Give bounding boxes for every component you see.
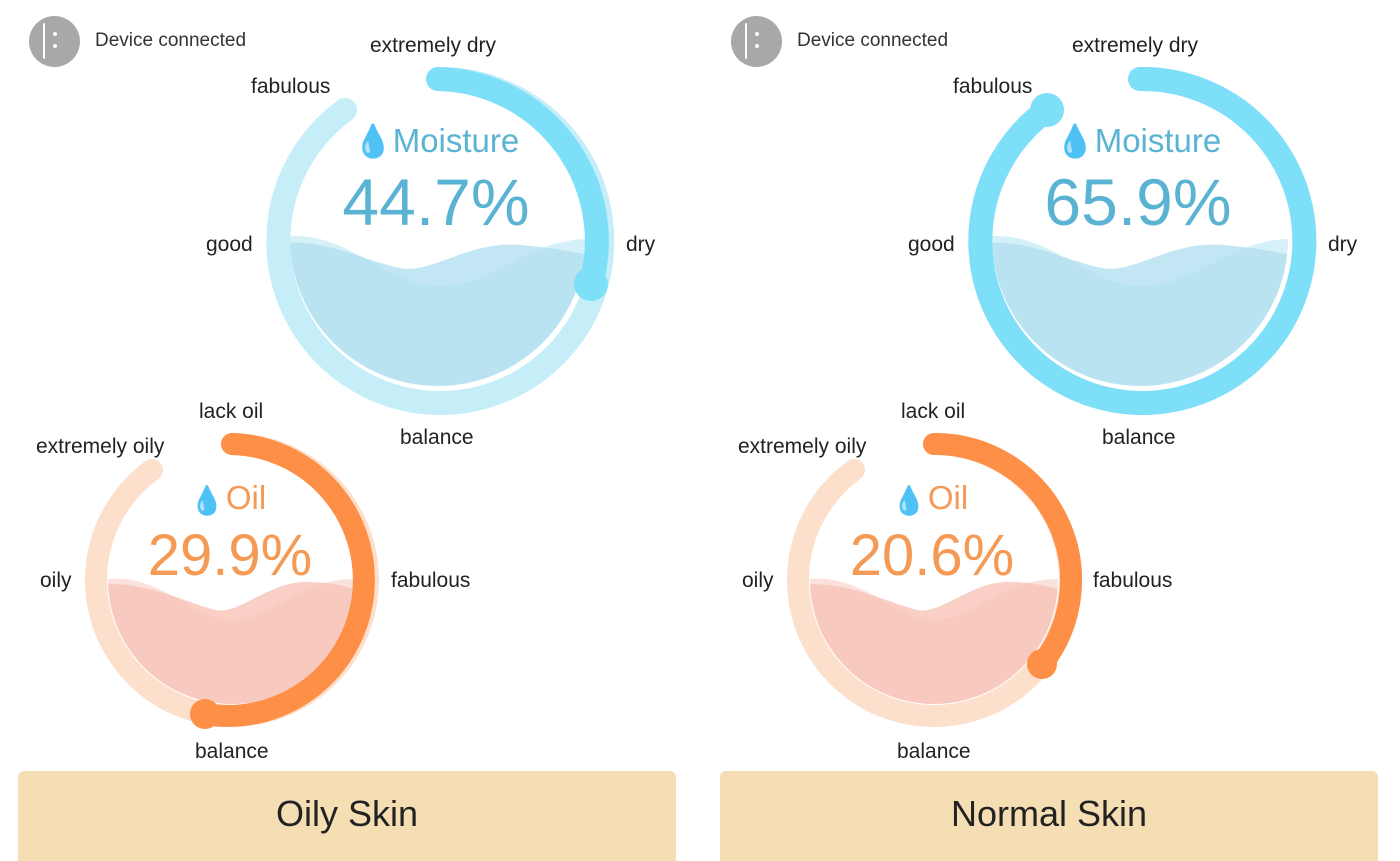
moisture-wave	[992, 236, 1288, 386]
oil-arc	[923, 432, 1082, 675]
gauges-svg: 💧 Moisture 65.9% 💧 Oil 20.6%	[787, 66, 1317, 727]
moisture-wave	[290, 236, 586, 386]
moisture-knob[interactable]	[574, 267, 608, 301]
phone-icon	[745, 23, 767, 59]
skin-type-bar[interactable]: Oily Skin	[18, 771, 676, 861]
skin-type-bar[interactable]: Normal Skin	[720, 771, 1378, 861]
oil-label-top-left: extremely oily	[36, 435, 165, 458]
water-drop-icon: 💧	[353, 123, 393, 159]
phone-icon	[43, 23, 65, 59]
moisture-label-right: dry	[626, 233, 656, 256]
oil-knob[interactable]	[1027, 649, 1057, 679]
moisture-label-top-left: fabulous	[953, 75, 1033, 98]
moisture-label-top: extremely dry	[370, 34, 497, 57]
oil-title: Oil	[226, 479, 266, 516]
oil-label-right: fabulous	[1093, 569, 1173, 592]
skin-type-label: Normal Skin	[950, 793, 1148, 834]
moisture-label-left: good	[206, 233, 253, 256]
moisture-label-right: dry	[1328, 233, 1358, 256]
moisture-label-top-left: fabulous	[251, 75, 331, 98]
moisture-title: Moisture	[393, 122, 520, 159]
water-drop-icon: 💧	[1055, 123, 1095, 159]
oil-label-top: lack oil	[199, 400, 264, 423]
device-icon[interactable]	[731, 16, 782, 67]
moisture-knob[interactable]	[1030, 93, 1064, 127]
moisture-gauge: 💧 Moisture 44.7%	[266, 66, 615, 415]
oil-title: Oil	[928, 479, 968, 516]
gauges-svg: 💧 Moisture 44.7% 💧 Oil 29.9%	[85, 66, 615, 729]
moisture-label-top: extremely dry	[1072, 34, 1199, 57]
oil-value: 29.9%	[148, 523, 312, 588]
oil-knob[interactable]	[190, 699, 220, 729]
moisture-gauge: 💧 Moisture 65.9%	[968, 66, 1317, 415]
water-drop-icon: 💧	[892, 484, 927, 517]
moisture-value: 65.9%	[1044, 165, 1231, 239]
device-icon[interactable]	[29, 16, 80, 67]
moisture-label-bottom: balance	[1102, 426, 1176, 449]
dot	[53, 32, 57, 36]
oil-label-top: lack oil	[901, 400, 966, 423]
oil-label-right: fabulous	[391, 569, 471, 592]
moisture-label-left: good	[908, 233, 955, 256]
oil-label-bottom: balance	[195, 740, 269, 763]
moisture-title: Moisture	[1095, 122, 1222, 159]
skin-type-label: Oily Skin	[275, 793, 419, 834]
dot	[755, 32, 759, 36]
oil-label-left: oily	[742, 569, 774, 592]
device-status-text: Device connected	[797, 30, 949, 51]
dot	[755, 44, 759, 48]
oil-label-bottom: balance	[897, 740, 971, 763]
oil-gauge: 💧 Oil 29.9%	[85, 433, 379, 729]
oil-arc	[194, 433, 375, 727]
oil-gauge: 💧 Oil 20.6%	[787, 432, 1082, 727]
oil-value: 20.6%	[850, 523, 1014, 588]
moisture-arc	[968, 66, 1317, 415]
moisture-arc	[426, 67, 609, 296]
oil-label-top-left: extremely oily	[738, 435, 867, 458]
water-drop-icon: 💧	[190, 484, 225, 517]
moisture-label-bottom: balance	[400, 426, 474, 449]
oil-wave	[108, 578, 356, 704]
dot	[53, 44, 57, 48]
oil-wave	[810, 578, 1058, 704]
left-panel: Device connected 💧 Moisture 44.7%	[0, 0, 700, 861]
oil-label-left: oily	[40, 569, 72, 592]
device-status-text: Device connected	[95, 30, 247, 51]
right-panel: Device connected 💧 Moisture 65.9%	[702, 0, 1400, 861]
moisture-value: 44.7%	[342, 165, 529, 239]
